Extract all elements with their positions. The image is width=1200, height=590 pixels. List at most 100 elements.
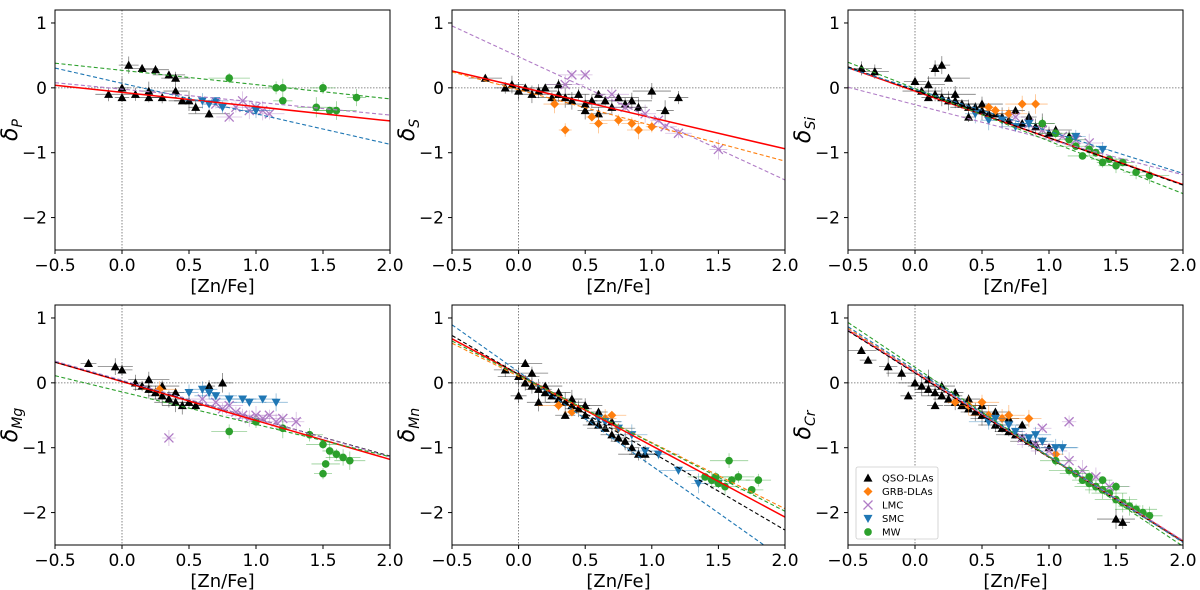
x-tick-label: 0.5 <box>175 256 202 276</box>
data-point <box>550 99 560 109</box>
fit-line-smc <box>848 326 1183 543</box>
fit-line-grb-dlas <box>452 342 785 510</box>
series-lmc <box>162 393 305 446</box>
data-point <box>164 394 174 403</box>
y-tick-label: 0 <box>36 79 47 99</box>
fit-line-qso-dlas <box>452 335 785 531</box>
data-point <box>574 89 584 98</box>
x-tick-label: −0.5 <box>827 256 868 276</box>
plot-content <box>55 358 390 480</box>
data-point <box>673 128 684 139</box>
data-point <box>950 89 960 98</box>
data-point <box>1118 517 1128 526</box>
data-point <box>930 63 940 72</box>
legend-box <box>855 466 939 540</box>
series-mw <box>208 72 367 120</box>
data-point <box>930 388 940 397</box>
data-point <box>177 96 187 105</box>
data-point <box>594 109 604 118</box>
fit-line-all <box>55 84 390 122</box>
data-point <box>754 476 763 484</box>
data-point <box>580 401 590 410</box>
data-point <box>1065 135 1073 144</box>
y-tick-label: 0 <box>433 79 444 99</box>
data-point <box>325 447 334 455</box>
data-point <box>614 433 623 442</box>
x-tick-label: 1.5 <box>1102 256 1129 276</box>
data-point <box>673 93 683 102</box>
data-point <box>319 84 327 92</box>
panel-s: −0.5 0.0 0.5 1.0 1.5 2.0 −2 −1 0 1 [Zn/Fe] δS <box>395 9 799 297</box>
data-point <box>339 453 347 462</box>
data-point <box>1004 421 1014 430</box>
data-point <box>1098 145 1108 154</box>
data-point <box>1112 482 1120 491</box>
legend-item: GRB-DLAs <box>863 487 933 498</box>
data-point <box>1051 444 1061 453</box>
data-point <box>1017 99 1027 109</box>
series-smc <box>179 381 288 412</box>
legend-item: QSO-DLAs <box>863 473 934 485</box>
data-point <box>1024 414 1034 424</box>
fit-line-lmc <box>452 25 785 181</box>
data-point <box>332 450 341 459</box>
data-point <box>278 96 287 105</box>
data-point <box>984 102 994 112</box>
data-point <box>990 106 1000 116</box>
data-point <box>714 479 723 488</box>
data-point <box>633 102 643 111</box>
x-axis-label: [Zn/Fe] <box>983 571 1047 590</box>
plot-content <box>452 25 785 181</box>
data-point <box>944 73 953 82</box>
data-point <box>587 417 597 426</box>
axes-frame <box>451 9 786 251</box>
data-point <box>520 358 530 367</box>
data-point <box>144 93 154 102</box>
legend-label: LMC <box>882 501 903 512</box>
data-point <box>352 93 361 102</box>
fit-line-smc <box>55 67 390 145</box>
x-tick-label: 1.5 <box>309 551 336 571</box>
x-tick-label: 2.0 <box>376 256 403 276</box>
x-tick-label: 0.0 <box>901 256 928 276</box>
data-point <box>218 378 227 387</box>
data-point <box>1044 128 1054 137</box>
data-point <box>627 96 637 105</box>
data-point <box>567 407 577 417</box>
data-point <box>627 443 637 452</box>
data-point <box>944 394 953 403</box>
legend-marker <box>863 487 873 496</box>
data-point <box>171 397 181 406</box>
data-point <box>144 86 154 95</box>
panel-p: −0.5 0.0 0.5 1.0 1.5 2.0 −2 −1 0 1 [Zn/Fe] δP <box>0 9 404 297</box>
fit-line-mw <box>848 322 1183 545</box>
x-axis-label: [Zn/Fe] <box>586 276 650 297</box>
fit-line-all <box>452 70 785 150</box>
legend-item: MW <box>864 528 901 539</box>
x-tick-label: 1.0 <box>242 256 269 276</box>
x-tick-label: 0.0 <box>505 256 532 276</box>
data-point <box>1105 489 1114 497</box>
data-point <box>1111 514 1121 523</box>
x-tick-label: 1.0 <box>1035 256 1062 276</box>
data-point <box>640 447 650 456</box>
x-tick-label: 1.5 <box>705 256 732 276</box>
data-point <box>923 80 933 89</box>
x-tick-label: −0.5 <box>34 256 75 276</box>
data-point <box>903 391 913 400</box>
data-point <box>673 466 683 475</box>
y-tick-label: 0 <box>829 374 840 394</box>
data-point <box>977 99 987 108</box>
plot-content <box>452 324 785 545</box>
data-point <box>312 103 321 112</box>
data-point <box>633 125 643 135</box>
data-point <box>224 395 234 404</box>
data-point <box>607 430 617 439</box>
data-point <box>291 416 302 427</box>
y-tick-label: 1 <box>36 309 47 329</box>
y-tick-label: 1 <box>829 309 840 329</box>
y-tick-label: −1 <box>22 144 47 164</box>
data-point <box>856 345 866 355</box>
fit-line-qso-dlas <box>55 361 390 457</box>
data-point <box>1011 427 1020 436</box>
